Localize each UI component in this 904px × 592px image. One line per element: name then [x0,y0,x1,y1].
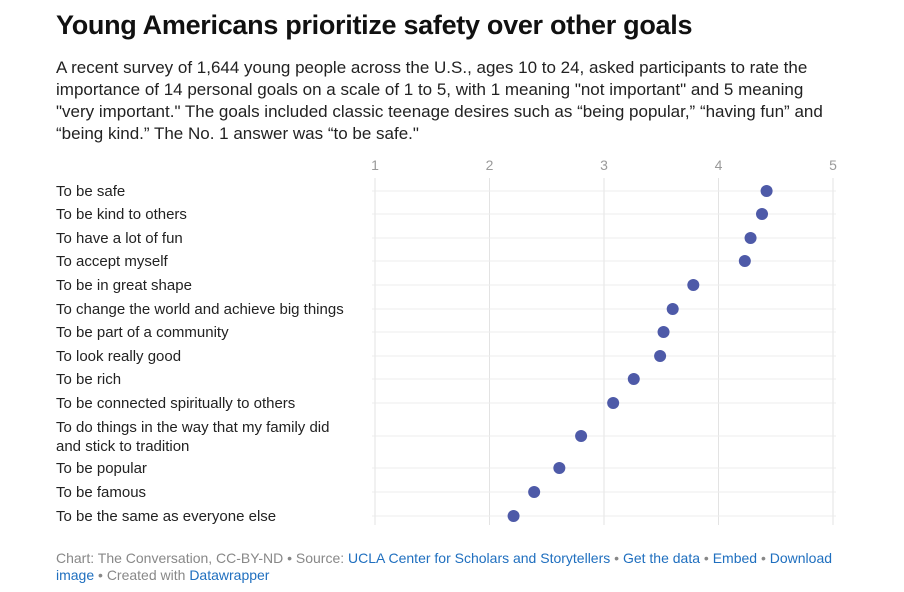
category-label: To look really good [56,348,181,365]
category-label: To be in great shape [56,277,192,294]
category-label: To be safe [56,183,125,200]
x-tick-labels: 1 2 3 4 5 [371,157,837,173]
data-point [657,326,670,338]
data-point [744,232,757,244]
footer-separator: • [610,550,623,566]
category-label: To accept myself [56,253,169,270]
data-point [575,430,588,442]
category-label: To be famous [56,484,146,501]
footer-separator: • [757,550,770,566]
category-label-line: To do things in the way that my family d… [56,419,329,436]
x-tick-label: 4 [715,157,723,173]
chart-footer: Chart: The Conversation, CC-BY-ND • Sour… [56,550,846,584]
data-points [507,185,773,522]
category-label: To be part of a community [56,324,229,341]
chart-title: Young Americans prioritize safety over o… [56,10,693,40]
x-tick-label: 3 [600,157,608,173]
category-label: To be connected spiritually to others [56,395,295,412]
x-tick-label: 1 [371,157,379,173]
dot-plot: 1 2 3 4 5 To be safe To be kind to others To h… [56,157,837,525]
category-label: To be kind to others [56,206,187,223]
download-image-link[interactable]: Download image [56,550,833,583]
category-label: To do things in the way that my family d… [56,419,329,455]
data-point [666,303,679,315]
datawrapper-link[interactable]: Datawrapper [189,567,270,583]
category-label: To be popular [56,460,147,477]
category-labels: To be safe To be kind to others To have a … [56,183,344,525]
x-tick-label: 5 [829,157,837,173]
data-point [627,373,640,385]
category-label: To be rich [56,371,121,388]
footer-created-with: • Created with [94,567,190,583]
category-label: To be the same as everyone else [56,508,276,525]
data-point [760,185,773,197]
embed-link[interactable]: Embed [712,550,758,566]
category-label: To have a lot of fun [56,230,183,247]
gridlines [372,178,836,525]
data-point [687,279,700,291]
data-point [654,350,667,362]
data-point [738,255,751,267]
footer-credit: Chart: The Conversation, CC-BY-ND • Sour… [56,550,349,566]
get-data-link[interactable]: Get the data [622,550,701,566]
data-point [553,462,566,474]
data-point [756,208,769,220]
x-tick-label: 2 [486,157,494,173]
footer-separator: • [700,550,713,566]
data-point [507,510,520,522]
data-point [528,486,541,498]
category-label-line: and stick to tradition [56,438,189,455]
source-link[interactable]: UCLA Center for Scholars and Storyteller… [348,550,611,566]
chart-description: A recent survey of 1,644 young people ac… [56,58,823,143]
data-point [607,397,620,409]
category-label: To change the world and achieve big thin… [56,301,344,318]
